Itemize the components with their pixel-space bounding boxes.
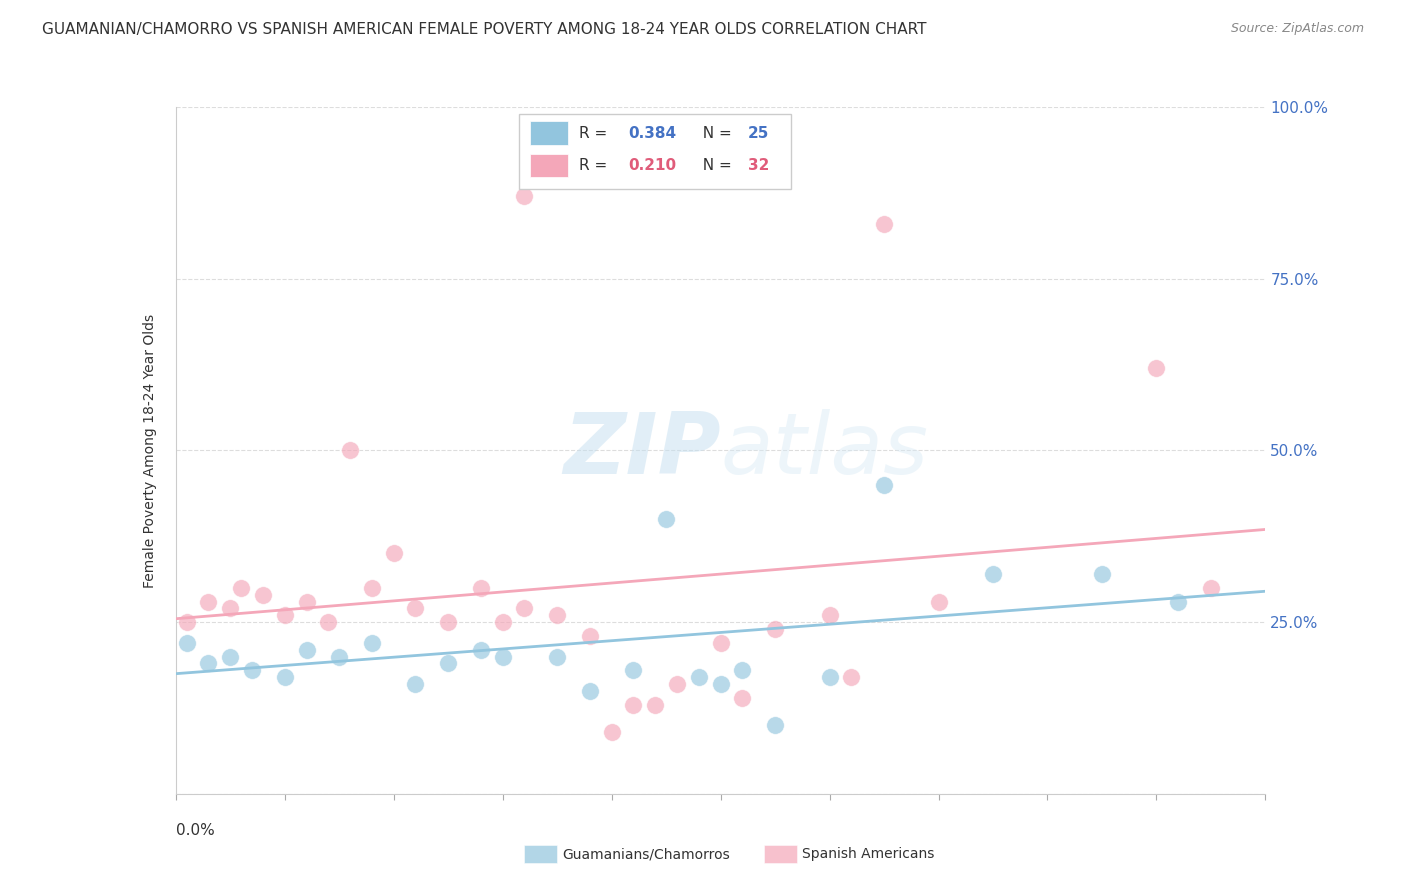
- Point: [318, 615, 340, 630]
- Point: [655, 512, 678, 526]
- Point: [437, 657, 460, 671]
- Point: [513, 189, 536, 203]
- Point: [644, 698, 666, 712]
- Text: 32: 32: [748, 158, 769, 173]
- Point: [600, 725, 623, 739]
- Point: [492, 615, 515, 630]
- Point: [470, 581, 492, 595]
- Point: [710, 677, 733, 691]
- Text: R =: R =: [579, 126, 612, 141]
- Point: [231, 581, 253, 595]
- Point: [360, 581, 382, 595]
- Point: [513, 601, 536, 615]
- FancyBboxPatch shape: [524, 846, 557, 863]
- Point: [274, 670, 297, 684]
- Text: 0.384: 0.384: [628, 126, 676, 141]
- FancyBboxPatch shape: [765, 846, 797, 863]
- Point: [219, 601, 242, 615]
- Point: [240, 663, 263, 677]
- Point: [295, 642, 318, 657]
- Text: R =: R =: [579, 158, 612, 173]
- Point: [1144, 361, 1167, 376]
- Point: [666, 677, 689, 691]
- Point: [841, 670, 863, 684]
- Text: GUAMANIAN/CHAMORRO VS SPANISH AMERICAN FEMALE POVERTY AMONG 18-24 YEAR OLDS CORR: GUAMANIAN/CHAMORRO VS SPANISH AMERICAN F…: [42, 22, 927, 37]
- FancyBboxPatch shape: [530, 121, 568, 145]
- Point: [621, 698, 644, 712]
- Text: N =: N =: [693, 158, 737, 173]
- Point: [546, 608, 568, 623]
- Text: 25: 25: [748, 126, 769, 141]
- Text: atlas: atlas: [721, 409, 928, 492]
- Point: [818, 670, 841, 684]
- Point: [818, 608, 841, 623]
- Point: [382, 546, 405, 561]
- Point: [579, 629, 602, 643]
- Text: Guamanians/Chamorros: Guamanians/Chamorros: [562, 847, 730, 862]
- Point: [492, 649, 515, 664]
- Point: [873, 478, 896, 492]
- Point: [360, 636, 382, 650]
- Point: [339, 443, 361, 458]
- Point: [928, 594, 950, 608]
- Point: [328, 649, 350, 664]
- FancyBboxPatch shape: [530, 153, 568, 178]
- Text: 0.0%: 0.0%: [176, 823, 215, 838]
- Text: 0.210: 0.210: [628, 158, 676, 173]
- Point: [621, 663, 644, 677]
- Point: [688, 670, 710, 684]
- Point: [274, 608, 297, 623]
- Point: [405, 601, 427, 615]
- Point: [176, 636, 198, 650]
- Text: Spanish Americans: Spanish Americans: [803, 847, 935, 862]
- Point: [1199, 581, 1222, 595]
- Point: [731, 690, 754, 705]
- Y-axis label: Female Poverty Among 18-24 Year Olds: Female Poverty Among 18-24 Year Olds: [143, 313, 157, 588]
- FancyBboxPatch shape: [519, 114, 792, 189]
- Point: [1091, 567, 1114, 582]
- Point: [470, 642, 492, 657]
- Point: [219, 649, 242, 664]
- Point: [710, 636, 733, 650]
- Point: [981, 567, 1004, 582]
- Text: Source: ZipAtlas.com: Source: ZipAtlas.com: [1230, 22, 1364, 36]
- Point: [763, 622, 786, 636]
- Point: [437, 615, 460, 630]
- Point: [763, 718, 786, 732]
- Point: [252, 588, 274, 602]
- Point: [546, 649, 568, 664]
- Point: [405, 677, 427, 691]
- Point: [197, 594, 219, 608]
- Point: [579, 683, 602, 698]
- Point: [1167, 594, 1189, 608]
- Point: [731, 663, 754, 677]
- Point: [176, 615, 198, 630]
- Text: ZIP: ZIP: [562, 409, 721, 492]
- Text: N =: N =: [693, 126, 737, 141]
- Point: [295, 594, 318, 608]
- Point: [873, 217, 896, 231]
- Point: [197, 657, 219, 671]
